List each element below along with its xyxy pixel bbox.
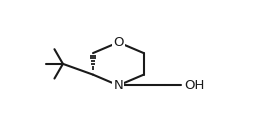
Text: O: O [113,36,124,49]
Text: N: N [114,79,123,92]
Text: OH: OH [185,79,205,92]
